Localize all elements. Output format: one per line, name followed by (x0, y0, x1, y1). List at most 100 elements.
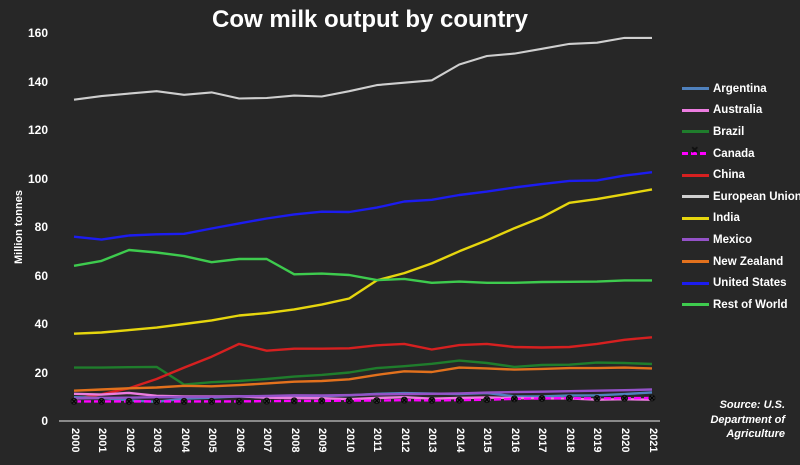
line-argentina (73, 391, 653, 403)
canada-x-marker (455, 396, 463, 404)
legend-label: Argentina (713, 82, 767, 95)
canada-x-marker (593, 394, 601, 402)
legend-label: Brazil (713, 125, 745, 138)
legend-item-argentina: Argentina (682, 78, 800, 100)
y-tick-label: 0 (41, 414, 48, 428)
x-tick-label: 2004 (178, 428, 191, 453)
legend-item-rest-of-world: Rest of World (682, 294, 800, 316)
canada-x-marker (125, 397, 133, 405)
y-tick-label: 20 (34, 365, 48, 380)
canada-x-marker (345, 397, 353, 405)
line-united-states (73, 171, 653, 241)
x-tick-label: 2015 (481, 428, 494, 453)
x-tick-label: 2014 (453, 428, 466, 453)
legend-label: India (713, 212, 740, 225)
line-australia (73, 391, 653, 401)
y-tick-label: 80 (34, 220, 48, 234)
legend-item-united-states: United States (682, 272, 800, 294)
x-tick-label: 2009 (316, 428, 329, 453)
legend-item-china: China (682, 164, 800, 186)
x-tick-label: 2010 (343, 428, 356, 453)
x-tick-label: 2005 (206, 428, 219, 453)
legend-swatch (682, 195, 709, 199)
canada-x-marker (400, 396, 408, 404)
x-tick-label: 2008 (288, 428, 301, 453)
y-tick-label: 120 (27, 123, 48, 137)
canada-x-marker (565, 394, 573, 402)
legend-item-mexico: Mexico (682, 229, 800, 251)
line-brazil (74, 359, 653, 386)
legend-swatch (682, 238, 709, 242)
source-line-1: Source: U.S. (719, 399, 785, 411)
source-line-2: Department of (710, 413, 785, 426)
canada-x-marker (290, 397, 298, 405)
legend-label: New Zealand (713, 255, 784, 268)
canada-x-marker (208, 397, 216, 405)
chart-title: Cow milk output by country (212, 6, 528, 33)
legend-swatch (682, 108, 709, 112)
legend-label: Rest of World (713, 298, 788, 311)
x-tick-label: 2018 (563, 428, 576, 453)
line-new-zealand (73, 366, 653, 392)
x-tick-label: 2011 (371, 428, 384, 452)
canada-x-marker (70, 397, 78, 405)
line-european-union (73, 36, 652, 101)
x-tick-label: 2000 (68, 428, 81, 453)
legend-swatch (682, 260, 709, 264)
legend-swatch (682, 303, 709, 307)
legend-item-australia: Australia (682, 100, 800, 122)
line-rest-of-world (73, 248, 652, 284)
x-tick-label: 2001 (96, 428, 109, 453)
canada-x-marker (153, 397, 161, 405)
y-tick-label: 140 (27, 74, 48, 89)
x-tick-label: 2006 (233, 428, 246, 453)
canada-x-marker (318, 397, 326, 405)
legend-swatch (682, 87, 709, 91)
y-tick-label: 40 (34, 317, 48, 331)
x-tick-label: 2002 (123, 428, 136, 453)
y-tick-label: 100 (27, 171, 48, 186)
legend-label: Mexico (713, 233, 752, 246)
x-tick-label: 2020 (618, 428, 631, 453)
legend-item-india: India (682, 208, 800, 230)
x-tick-label: 2017 (536, 428, 549, 453)
canada-x-marker (235, 397, 243, 405)
legend-label: Australia (713, 104, 763, 117)
source-line-3: Agriculture (726, 428, 785, 440)
y-tick-label: 160 (27, 26, 48, 40)
line-india (73, 188, 653, 335)
legend-item-brazil: Brazil (682, 121, 800, 143)
canada-x-marker (510, 395, 518, 403)
canada-x-marker (428, 396, 436, 404)
legend-label: Canada (713, 147, 755, 160)
legend-swatch: ✕ (682, 145, 709, 156)
line-canada (74, 396, 653, 403)
legend-label: United States (713, 277, 787, 290)
legend-label: China (713, 169, 745, 182)
legend-item-canada: ✕ Canada (682, 143, 800, 165)
canada-x-marker (373, 397, 381, 405)
canada-x-marker (538, 394, 546, 402)
x-tick-label: 2007 (261, 428, 274, 453)
legend-swatch (682, 216, 709, 220)
line-china (73, 336, 653, 401)
legend-swatch (682, 173, 709, 177)
canada-x-marker (483, 396, 491, 404)
x-tick-label: 2003 (151, 428, 164, 453)
canada-x-marker (263, 397, 271, 405)
legend-label: European Union (713, 190, 800, 203)
x-tick-label: 2019 (591, 428, 604, 453)
legend-item-new-zealand: New Zealand (682, 251, 800, 273)
legend-swatch (682, 281, 709, 285)
legend: Argentina Australia Brazil ✕ Canada China Euro… (682, 78, 800, 316)
x-axis-line (59, 420, 660, 422)
x-tick-label: 2013 (426, 428, 439, 453)
source-note: Source: U.S. Department of Agriculture (710, 398, 785, 442)
x-tick-label: 2016 (508, 428, 521, 453)
canada-x-marker (648, 394, 656, 402)
canada-x-marker (98, 397, 106, 405)
line-mexico (73, 388, 653, 400)
x-tick-label: 2012 (398, 428, 411, 453)
